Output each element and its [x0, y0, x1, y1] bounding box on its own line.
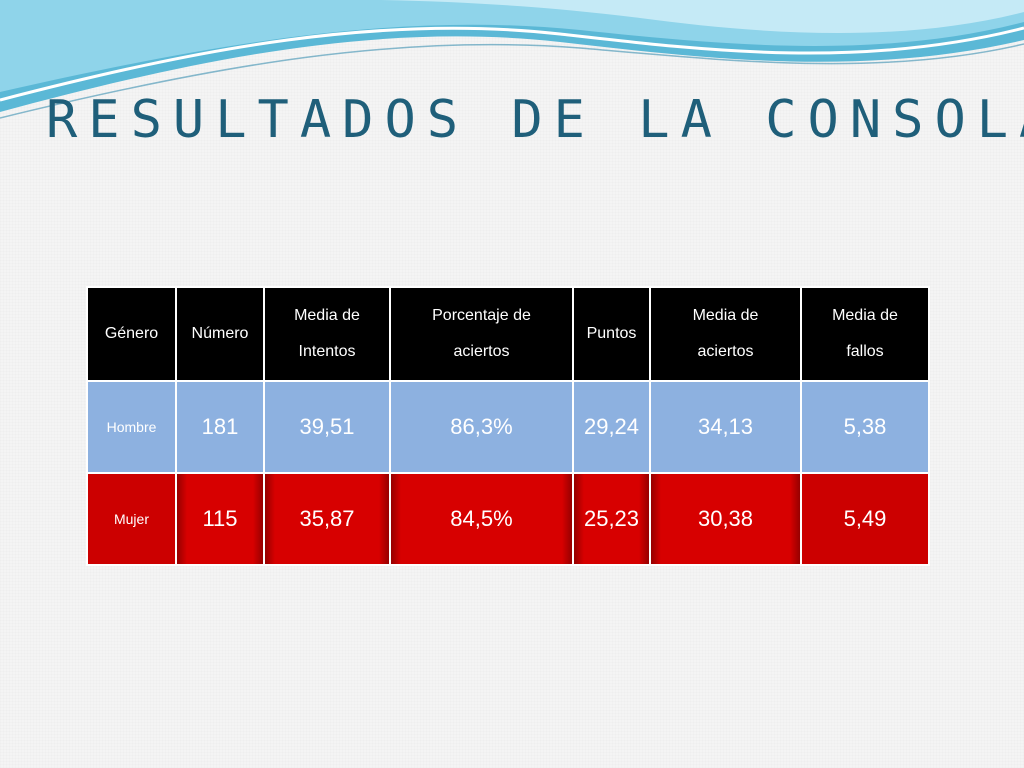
cell-puntos: 29,24 — [572, 380, 651, 474]
cell-media-fallos: 5,38 — [800, 380, 930, 474]
header-wave-decoration — [0, 0, 1024, 119]
cell-porcentaje-aciertos: 84,5% — [389, 472, 574, 566]
table-header-row: Género Número Media de Intentos Porcenta… — [86, 286, 930, 382]
slide-title: RESULTADOS DE LA CONSOLA — [46, 90, 1024, 150]
cell-puntos: 25,23 — [572, 472, 651, 566]
cell-numero: 115 — [175, 472, 265, 566]
header-numero: Número — [175, 286, 265, 382]
header-media-intentos: Media de Intentos — [263, 286, 391, 382]
header-porcentaje-aciertos: Porcentaje de aciertos — [389, 286, 574, 382]
cell-media-aciertos: 34,13 — [649, 380, 802, 474]
cell-genero: Hombre — [86, 380, 177, 474]
cell-numero: 181 — [175, 380, 265, 474]
header-media-aciertos: Media de aciertos — [649, 286, 802, 382]
cell-genero: Mujer — [86, 472, 177, 566]
header-puntos: Puntos — [572, 286, 651, 382]
cell-media-fallos: 5,49 — [800, 472, 930, 566]
header-genero: Género — [86, 286, 177, 382]
cell-media-intentos: 39,51 — [263, 380, 391, 474]
table-row-hombre: Hombre 181 39,51 86,3% 29,24 34,13 5,38 — [86, 380, 930, 474]
header-media-fallos: Media de fallos — [800, 286, 930, 382]
results-table: Género Número Media de Intentos Porcenta… — [86, 286, 930, 566]
cell-media-aciertos: 30,38 — [649, 472, 802, 566]
cell-porcentaje-aciertos: 86,3% — [389, 380, 574, 474]
table-row-mujer: Mujer 115 35,87 84,5% 25,23 30,38 5,49 — [86, 472, 930, 566]
cell-media-intentos: 35,87 — [263, 472, 391, 566]
